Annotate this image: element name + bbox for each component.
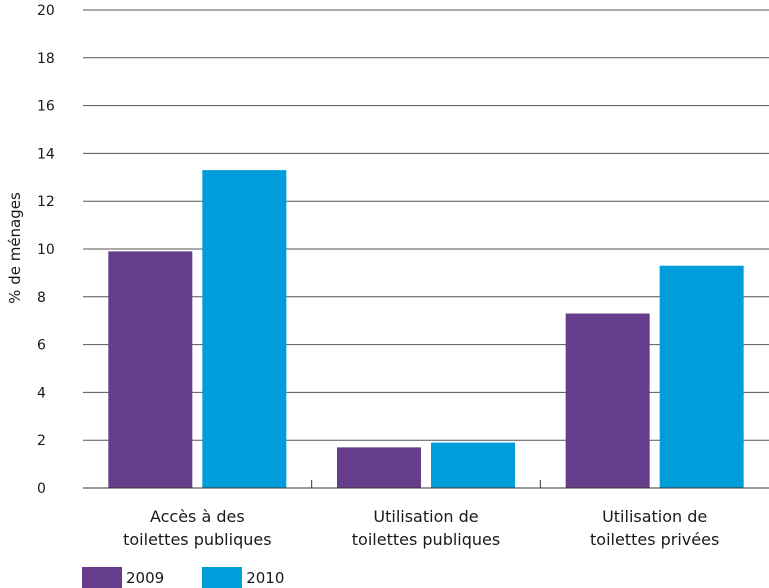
y-tick-label: 6 [37, 338, 46, 354]
y-tick-label: 12 [37, 194, 55, 210]
bar-2010-cat-1 [431, 442, 515, 488]
bars [108, 170, 744, 488]
bar-2009-cat-1 [337, 447, 421, 488]
bar-2010-cat-0 [202, 170, 287, 488]
category-label: Utilisation de [373, 507, 478, 526]
y-axis-tick-labels: 0 2 4 6 8 10 12 14 16 18 20 [37, 3, 55, 497]
bar-chart: 0 2 4 6 8 10 12 14 16 18 20 % de ménages Accès à d… [6, 3, 769, 549]
category-label: Accès à des [150, 507, 245, 526]
bar-2009-cat-2 [565, 313, 650, 488]
x-axis-ticks [311, 480, 541, 488]
y-tick-label: 10 [37, 242, 55, 258]
y-tick-label: 18 [37, 51, 55, 67]
y-tick-label: 2 [37, 433, 46, 449]
legend-label-2009: 2009 [126, 568, 165, 587]
category-label: Utilisation de [602, 507, 707, 526]
legend-swatch-2009 [82, 567, 122, 588]
legend-swatch-2010 [202, 567, 243, 588]
y-tick-label: 14 [37, 146, 55, 162]
y-tick-label: 4 [37, 385, 46, 401]
legend-label-2010: 2010 [246, 568, 285, 587]
legend: 2009 2010 [82, 567, 284, 588]
bar-2010-cat-2 [659, 265, 744, 488]
y-tick-label: 0 [37, 481, 46, 497]
gridlines [83, 9, 769, 441]
legend-item-2009: 2009 [82, 567, 164, 588]
y-tick-label: 16 [37, 99, 55, 115]
category-labels: Accès à des toilettes publiques Utilisatio… [123, 507, 719, 549]
category-label: toilettes publiques [352, 530, 500, 549]
category-label: toilettes publiques [123, 530, 271, 549]
legend-item-2010: 2010 [202, 567, 284, 588]
y-tick-label: 8 [37, 290, 46, 306]
y-tick-label: 20 [37, 3, 55, 19]
category-label: toilettes privées [590, 530, 719, 549]
bar-2009-cat-0 [108, 251, 193, 488]
y-axis-label: % de ménages [6, 192, 24, 304]
